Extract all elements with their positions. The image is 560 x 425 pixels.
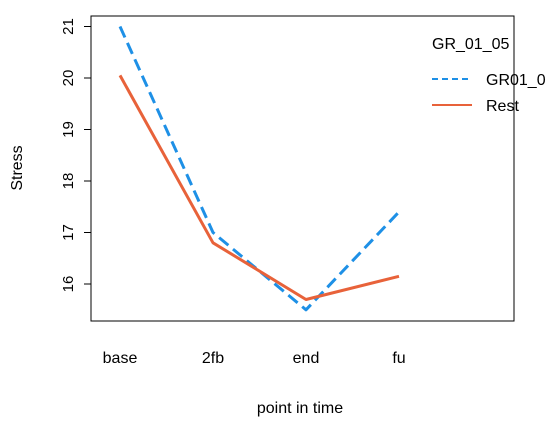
y-tick-label: 17 [60, 224, 77, 241]
x-tick-label: base [103, 350, 138, 367]
y-tick-label: 21 [60, 18, 77, 35]
plot-frame [90, 15, 515, 322]
y-tick-label: 19 [60, 121, 77, 138]
series-layer [118, 25, 401, 312]
x-tick-label: 2fb [202, 350, 224, 367]
series-line-rest [118, 74, 400, 301]
x-tick-label: fu [392, 350, 405, 367]
x-axis: base 2fb end fu [103, 350, 406, 367]
y-tick-label: 16 [60, 276, 77, 293]
y-axis-label: Stress [9, 145, 26, 190]
x-axis-label: point in time [257, 400, 343, 417]
legend-title: GR_01_05 [432, 36, 509, 53]
x-tick-label: end [293, 350, 320, 367]
series-line-gr01-0 [118, 25, 401, 312]
legend-label: GR01_0 [486, 72, 546, 89]
legend-label: Rest [486, 98, 519, 115]
y-tick-label: 18 [60, 173, 77, 190]
y-tick-label: 20 [60, 70, 77, 87]
legend: GR_01_05 GR01_0 Rest [432, 36, 546, 115]
y-axis: 16 17 18 19 20 21 [60, 18, 92, 293]
